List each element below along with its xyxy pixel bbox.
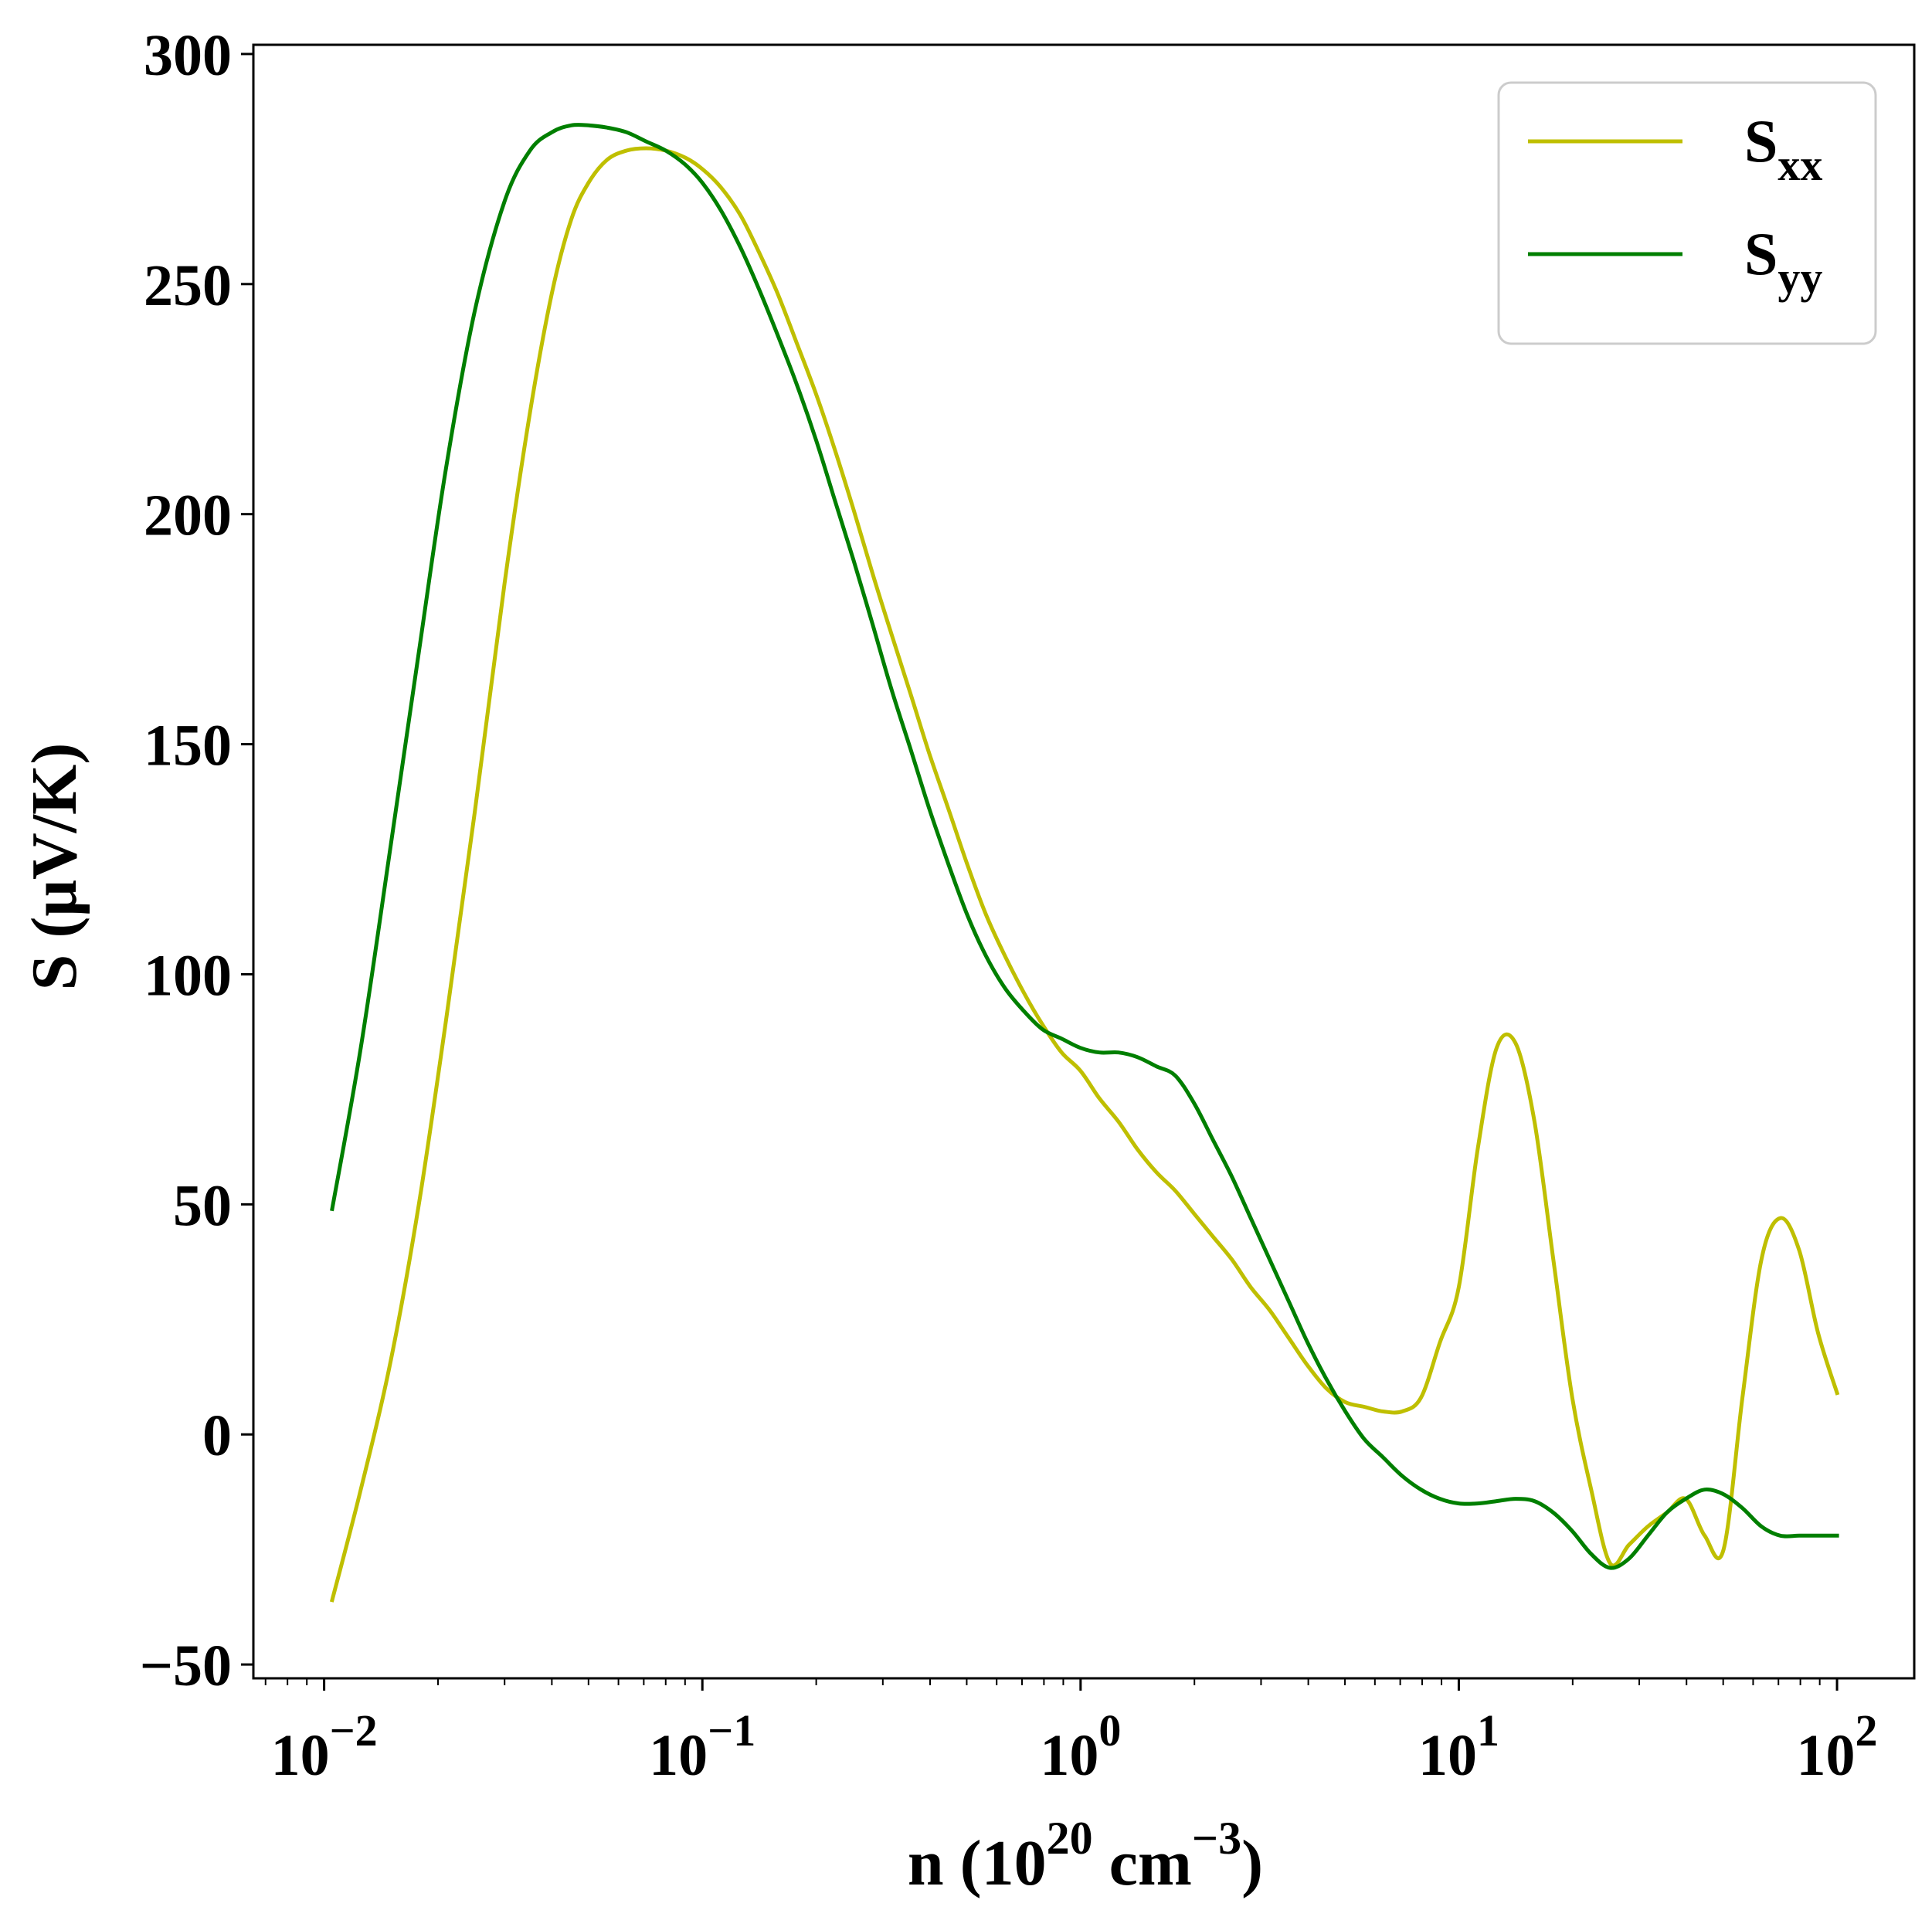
series-group — [329, 123, 1840, 1603]
y-tick-label: 0 — [202, 1403, 232, 1468]
y-tick-label: 100 — [144, 943, 232, 1008]
x-axis-label: n (1020 cm−3) — [908, 1813, 1263, 1899]
y-tick-label: 200 — [144, 483, 232, 548]
series-line-syy — [330, 123, 1839, 1570]
x-axis-label-unit: cm — [1093, 1827, 1192, 1899]
x-tick-label: 100 — [1040, 1705, 1121, 1788]
y-axis-ticks: −50 0 50 100 150 200 250 300 — [140, 23, 253, 1698]
x-tick-label: 102 — [1797, 1705, 1878, 1788]
legend: Sxx Syy — [1497, 81, 1877, 345]
y-tick-label: 150 — [144, 714, 232, 779]
x-tick-label: 101 — [1418, 1705, 1499, 1788]
y-tick-label: 250 — [144, 253, 232, 318]
x-axis-ticks: 10−2 10−1 100 101 102 — [264, 1678, 1878, 1788]
series-line-sxx — [329, 146, 1840, 1603]
x-axis-label-exponent: 20 — [1047, 1813, 1093, 1864]
axes-frame — [252, 43, 1916, 1680]
legend-items: Sxx Syy — [1528, 107, 1822, 303]
legend-label-sxx: Sxx — [1744, 107, 1822, 190]
legend-label-syy: Syy — [1744, 220, 1822, 303]
x-tick-label: 10−1 — [649, 1705, 755, 1788]
y-tick-label: 300 — [144, 23, 232, 88]
x-tick-label: 10−2 — [271, 1705, 378, 1788]
x-axis-label-main: n (10 — [908, 1827, 1047, 1899]
x-axis-label-close: ) — [1241, 1827, 1263, 1899]
legend-frame — [1497, 81, 1877, 345]
x-axis-label-unit-exponent: −3 — [1192, 1813, 1241, 1864]
y-tick-label: −50 — [140, 1634, 232, 1698]
plot-area: 10−2 10−1 100 101 102 −50 0 50 100 150 200 250 300 — [140, 23, 1916, 1788]
y-axis-label: S (μV/K) — [19, 743, 90, 991]
y-tick-label: 50 — [173, 1173, 232, 1238]
